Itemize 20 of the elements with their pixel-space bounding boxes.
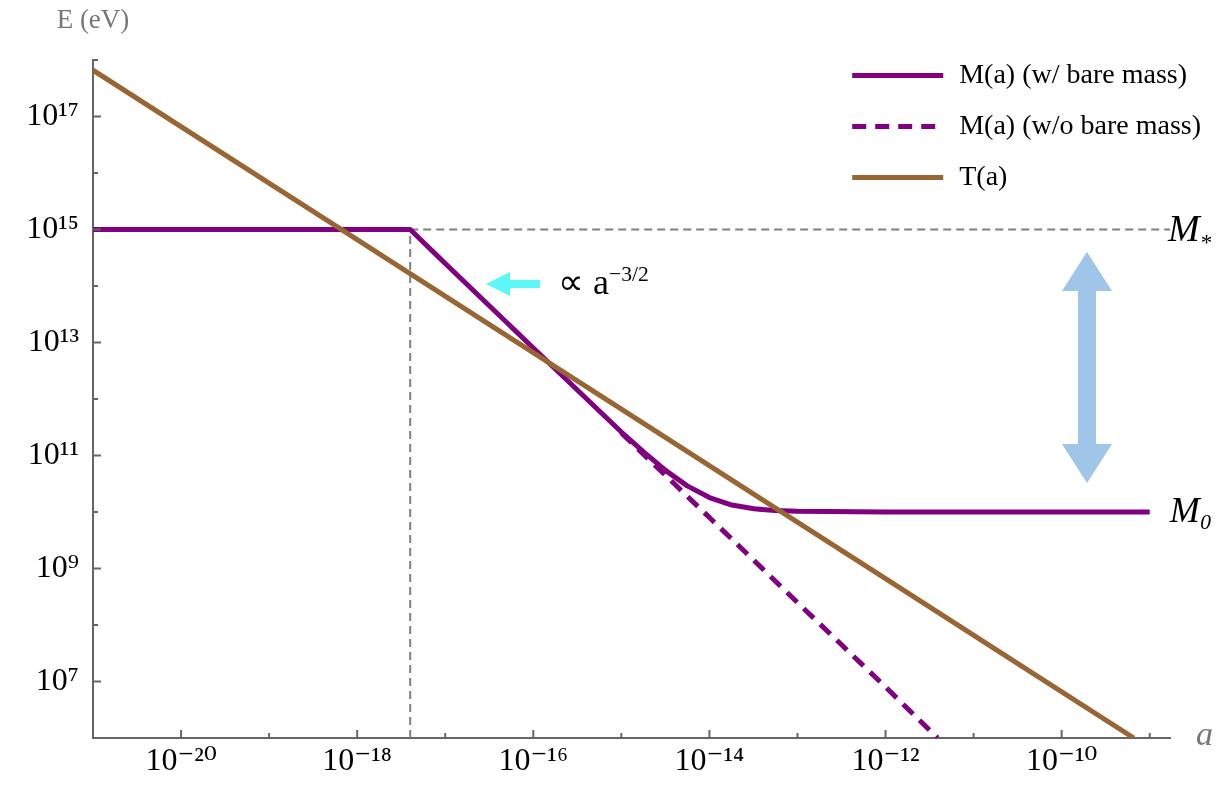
y-tick-label: 10¹¹ — [27, 434, 79, 471]
y-tick-label: 10⁹ — [35, 547, 79, 584]
ref-line-label: M$_{*}$ — [1168, 206, 1212, 255]
x-axis-title: a — [1196, 714, 1213, 752]
x-tick-label: 10⁻¹⁶ — [498, 740, 569, 777]
x-tick-label: 10⁻¹⁰ — [1025, 740, 1098, 777]
legend-label: T(a) — [959, 159, 1008, 191]
y-tick-label: 10⁷ — [35, 660, 79, 697]
legend-label: M(a) (w/o bare mass) — [959, 108, 1202, 140]
annotation: ∝ a$^{−3/2}$ — [558, 262, 649, 303]
y-tick-label: 10¹³ — [27, 321, 79, 358]
legend-label: M(a) (w/ bare mass) — [959, 57, 1188, 89]
y-tick-label: 10¹⁵ — [26, 208, 79, 245]
x-tick-label: 10⁻¹² — [851, 740, 920, 777]
y-tick-label: 10¹⁷ — [26, 95, 79, 132]
x-tick-label: 10⁻¹⁴ — [674, 740, 745, 777]
x-tick-label: 10⁻¹⁸ — [322, 740, 392, 777]
y-axis-title: E (eV) — [56, 4, 130, 34]
x-tick-label: 10⁻²⁰ — [145, 740, 217, 777]
annotation: M₀ — [1169, 490, 1213, 531]
